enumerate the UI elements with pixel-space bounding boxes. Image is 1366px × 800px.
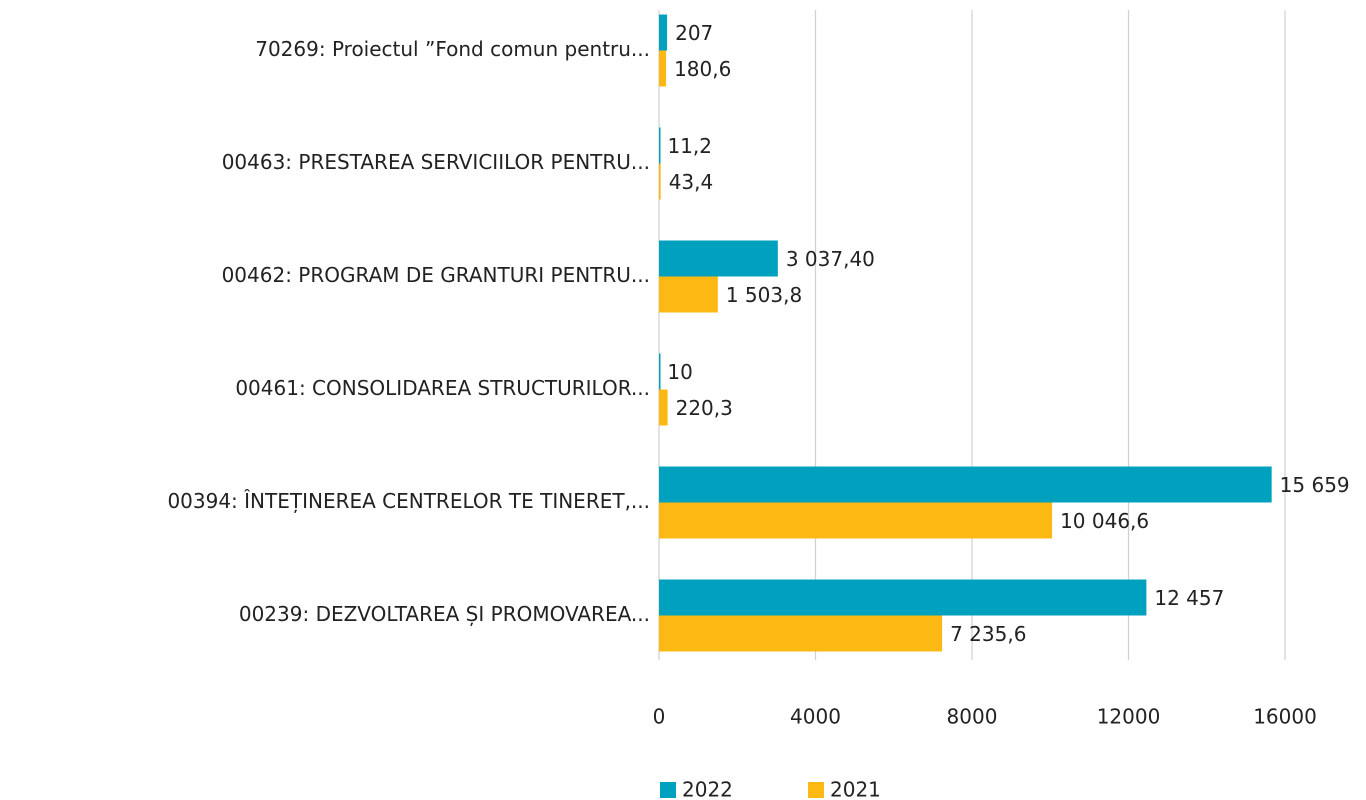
data-label: 11,2 [667, 134, 712, 158]
x-tick-label: 12000 [1097, 705, 1161, 729]
data-label: 7 235,6 [950, 622, 1026, 646]
y-tick-label: 70269: Proiectul ”Fond comun pentru... [255, 37, 650, 61]
x-tick-label: 8000 [947, 705, 998, 729]
data-label: 15 659 [1280, 473, 1350, 497]
legend-label: 2022 [682, 778, 733, 800]
bar [659, 466, 1272, 503]
x-tick-label: 4000 [790, 705, 841, 729]
data-label: 180,6 [674, 57, 731, 81]
bar [659, 276, 718, 313]
legend-swatch [808, 782, 824, 798]
bar [659, 615, 943, 652]
y-tick-label: 00394: ÎNTEȚINEREA CENTRELOR TE TINERET,… [167, 489, 650, 513]
legend-swatch [660, 782, 676, 798]
data-label: 1 503,8 [726, 283, 802, 307]
y-tick-label: 00462: PROGRAM DE GRANTURI PENTRU... [222, 263, 650, 287]
bar [659, 127, 661, 164]
y-tick-label: 00239: DEZVOLTAREA ȘI PROMOVAREA... [239, 602, 650, 626]
bar [659, 240, 778, 277]
bar [659, 353, 661, 390]
bar [659, 389, 668, 426]
y-tick-label: 00463: PRESTAREA SERVICIILOR PENTRU... [222, 150, 650, 174]
data-label: 220,3 [676, 396, 733, 420]
bar [659, 502, 1053, 539]
bar [659, 50, 667, 87]
legend-label: 2021 [830, 778, 881, 800]
bar [659, 14, 668, 51]
data-label: 12 457 [1154, 586, 1224, 610]
data-label: 10 046,6 [1060, 509, 1149, 533]
bar [659, 579, 1147, 616]
y-tick-label: 00461: CONSOLIDAREA STRUCTURILOR... [235, 376, 650, 400]
data-label: 43,4 [669, 170, 714, 194]
data-label: 10 [667, 360, 692, 384]
data-label: 207 [675, 21, 713, 45]
x-tick-label: 0 [653, 705, 666, 729]
x-tick-label: 16000 [1253, 705, 1317, 729]
bar [659, 163, 661, 200]
data-label: 3 037,40 [786, 247, 875, 271]
